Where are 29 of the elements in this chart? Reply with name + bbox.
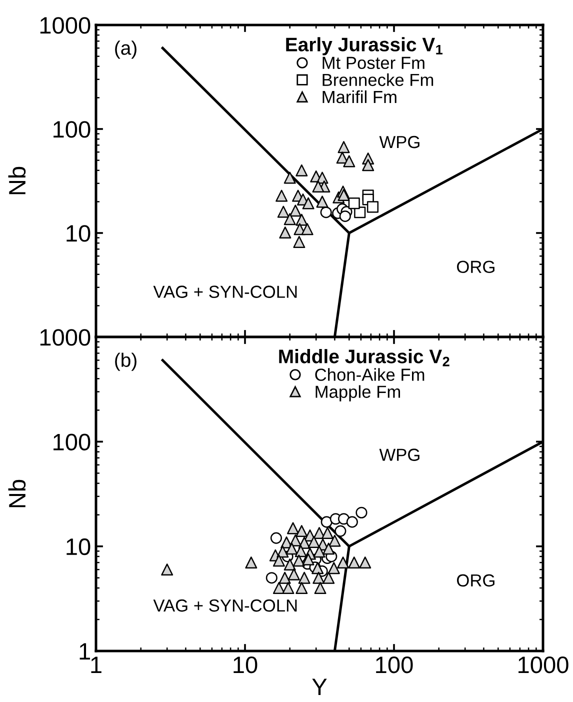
- annotation: WPG: [379, 448, 420, 461]
- y-tick-label: 100: [54, 121, 90, 138]
- legend-label: Brennecke Fm: [322, 73, 434, 86]
- x-tick-label: 1: [91, 656, 102, 673]
- annotation: (a): [115, 40, 136, 59]
- legend-label: Mapple Fm: [316, 385, 400, 402]
- x-tick-label: 1000: [518, 656, 568, 674]
- legend-label: Marifil Fm: [322, 90, 396, 104]
- legend-title: Middle Jurassic V$_{2}$: [279, 349, 450, 366]
- y-axis-title: Nb: [8, 166, 26, 194]
- y-tick-label: 10: [66, 538, 90, 556]
- annotation: VAG + SYN-COLN: [153, 286, 297, 298]
- y-tick-label: 10: [66, 225, 90, 242]
- annotation: WPG: [379, 136, 420, 148]
- legend-title: Early Jurassic V$_{1}$: [286, 37, 442, 56]
- x-axis-title: Y: [312, 678, 327, 695]
- y-tick-label: 100: [54, 434, 90, 450]
- legend-label: Chon-Aike Fm: [315, 368, 424, 381]
- y-tick-label: 1000: [40, 329, 90, 346]
- annotation: (b): [115, 352, 136, 371]
- annotation: ORG: [457, 260, 494, 274]
- x-tick-label: 100: [376, 656, 413, 674]
- annotation: ORG: [457, 574, 494, 587]
- y-axis-title: Nb: [8, 480, 26, 508]
- y-tick-label: 1000: [40, 17, 90, 34]
- y-tick-label: 1: [80, 643, 90, 660]
- annotation: VAG + SYN-COLN: [153, 599, 297, 612]
- legend-label: Mt Poster Fm: [322, 56, 424, 70]
- x-tick-label: 10: [234, 656, 258, 674]
